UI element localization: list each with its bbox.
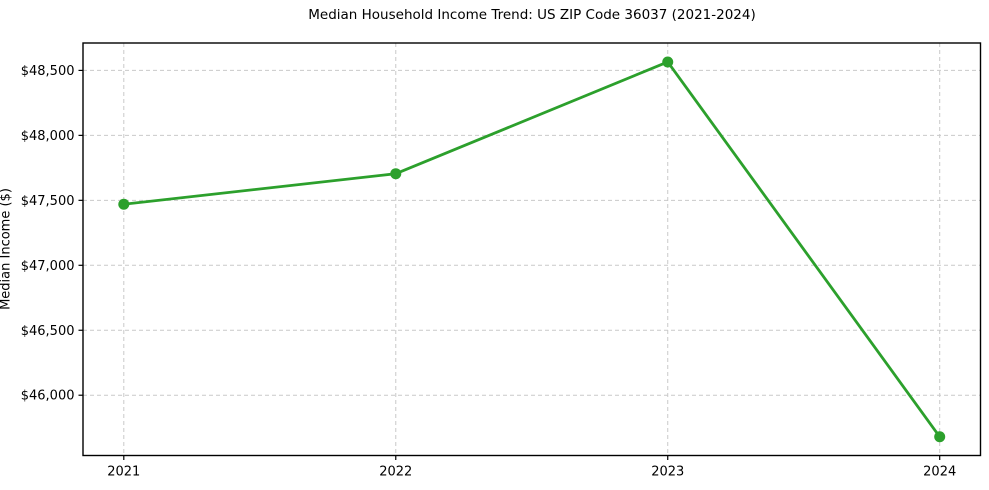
x-tick-label: 2022 xyxy=(379,465,412,480)
y-tick-label: $47,500 xyxy=(21,194,75,209)
data-point xyxy=(662,56,674,68)
data-point xyxy=(934,431,946,443)
data-point xyxy=(118,198,130,210)
x-tick-label: 2024 xyxy=(923,465,956,480)
x-tick-label: 2021 xyxy=(107,465,140,480)
data-point xyxy=(390,168,402,180)
y-tick-label: $46,000 xyxy=(21,389,75,404)
y-tick-label: $46,500 xyxy=(21,324,75,339)
y-tick-label: $48,500 xyxy=(21,64,75,79)
y-tick-label: $48,000 xyxy=(21,129,75,144)
chart-title: Median Household Income Trend: US ZIP Co… xyxy=(308,7,756,23)
x-tick-label: 2023 xyxy=(651,465,684,480)
plot-border xyxy=(82,42,982,457)
trend-line xyxy=(122,60,942,439)
y-tick-label: $47,000 xyxy=(21,259,75,274)
